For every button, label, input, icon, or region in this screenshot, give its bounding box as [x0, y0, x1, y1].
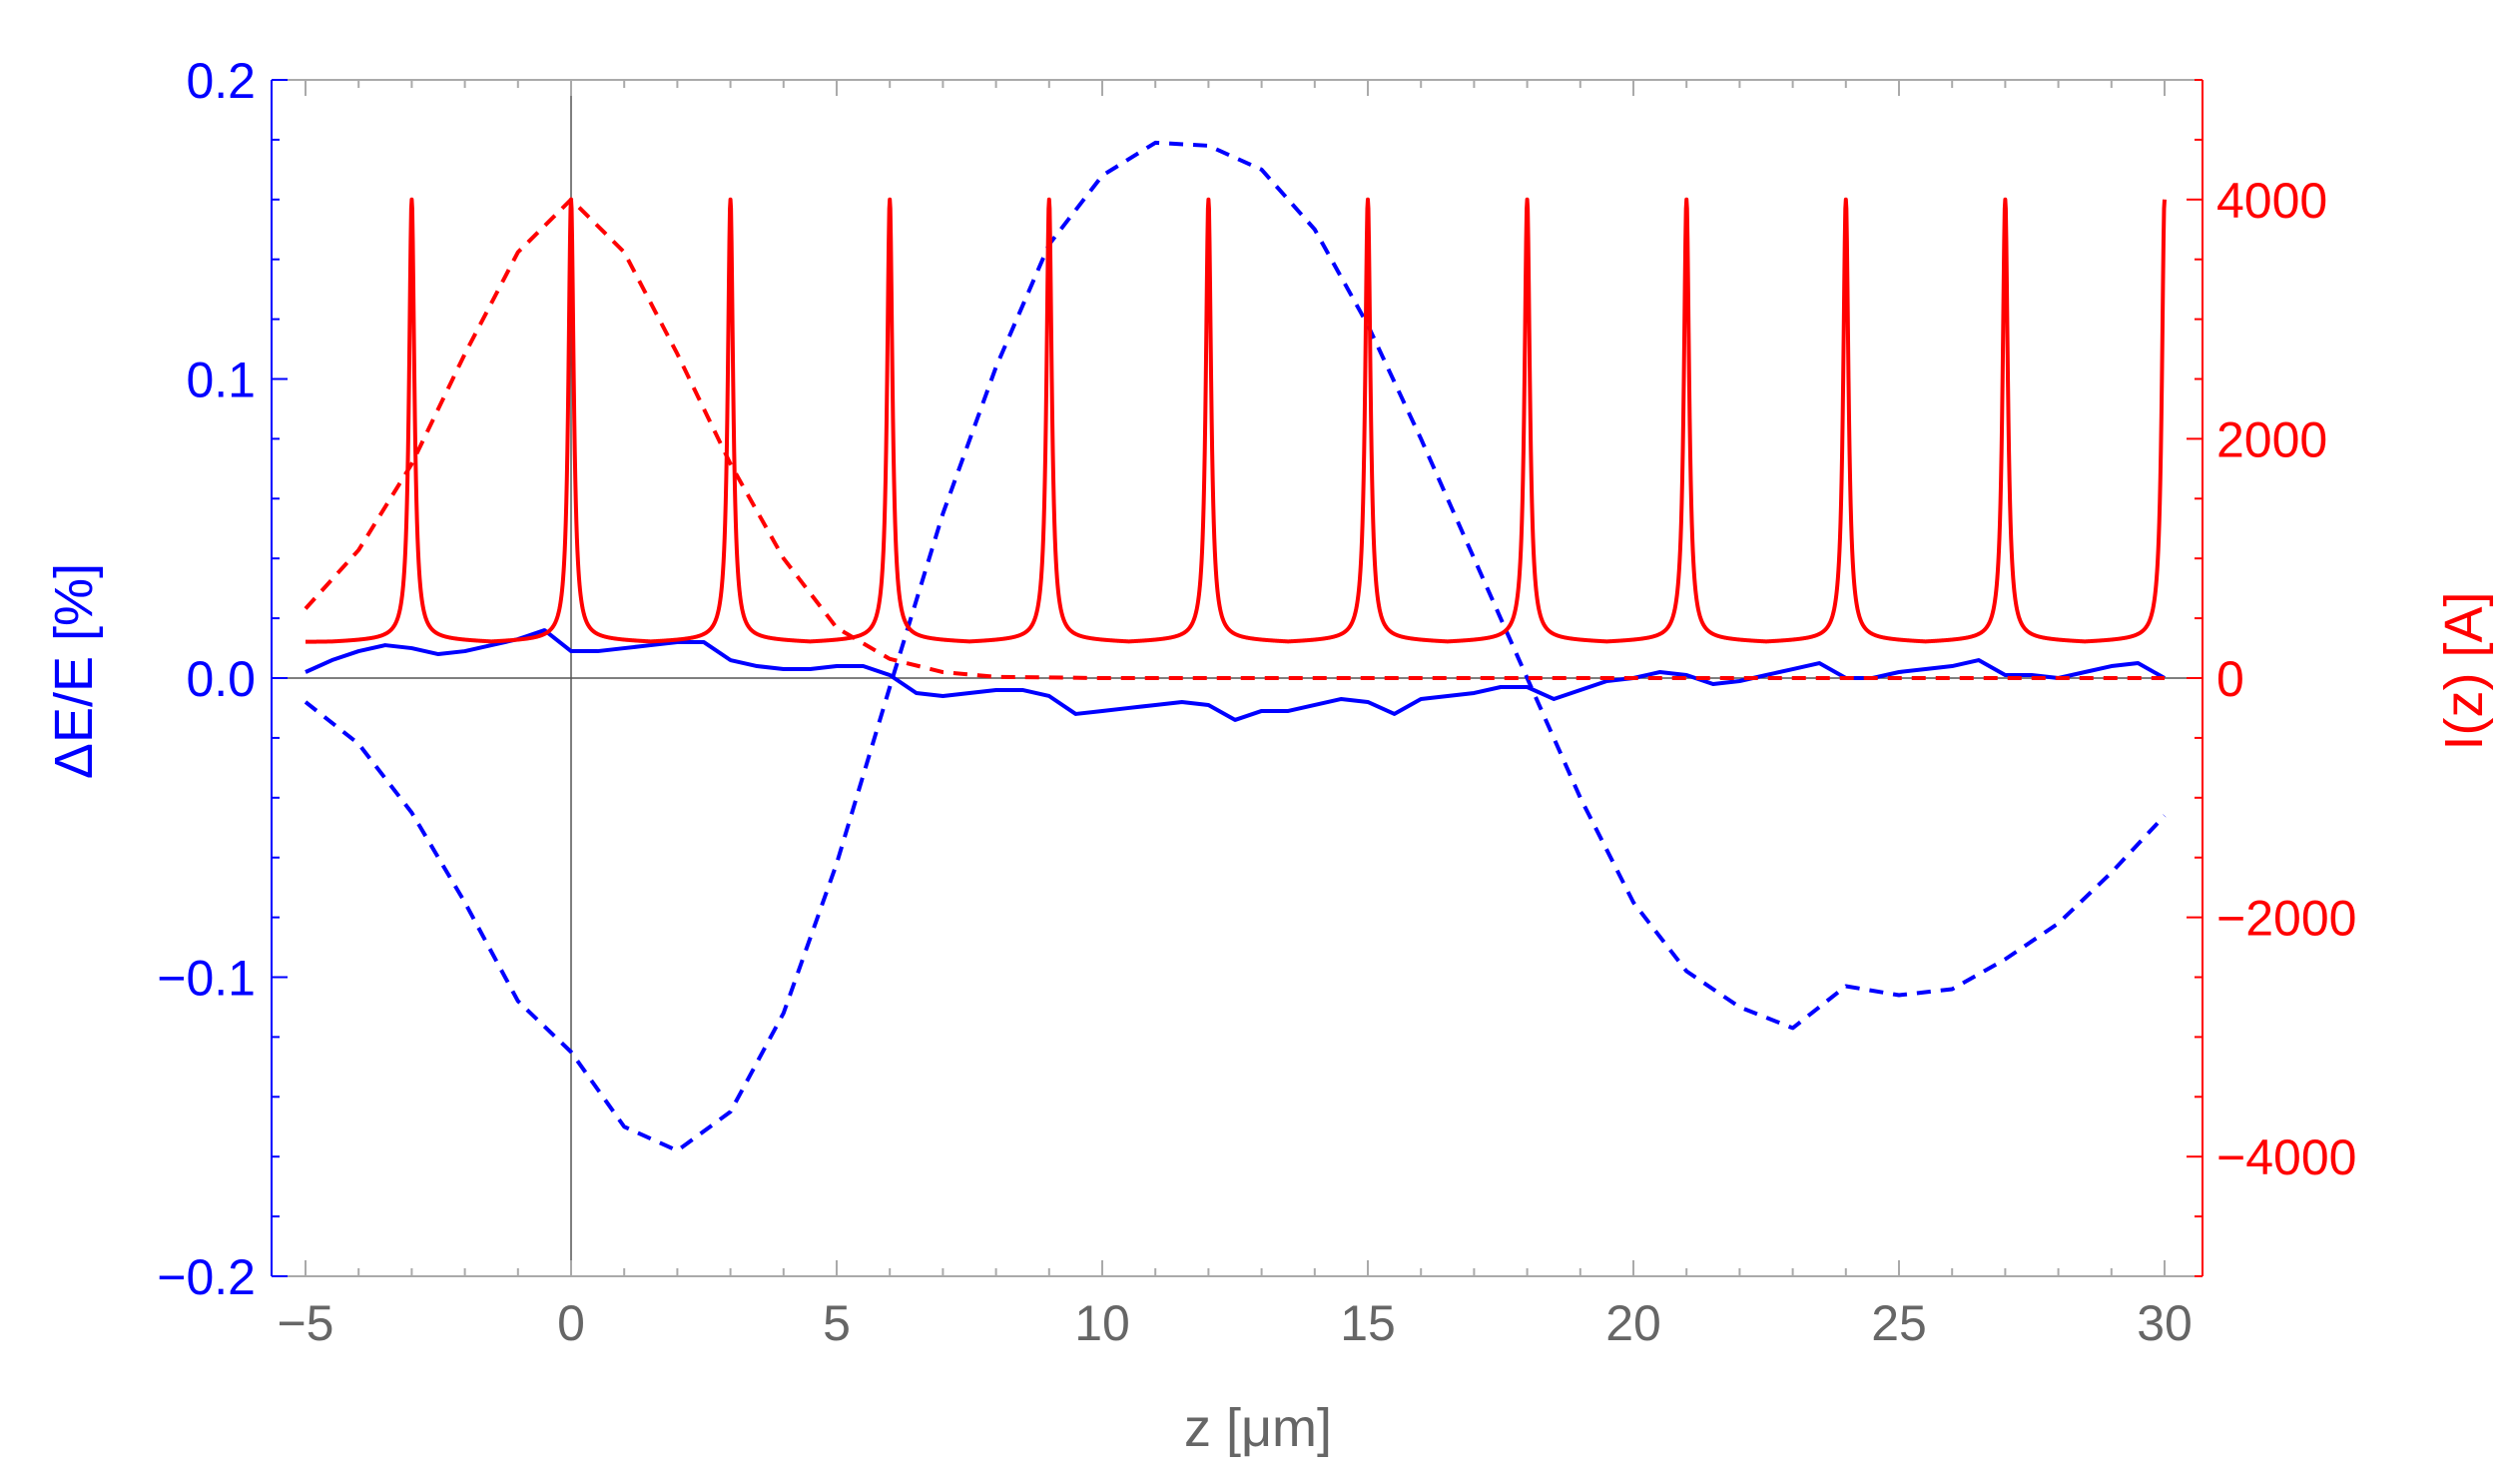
y-right-tick-label: 2000: [2216, 411, 2327, 467]
y-right-tick-label: −4000: [2216, 1129, 2356, 1185]
series-left-dashed-1: [304, 140, 2167, 1153]
x-axis-title: z [μm]: [1184, 1398, 1332, 1458]
y-left-tick-label: 0.2: [186, 53, 256, 109]
x-tick-label: 0: [557, 1295, 585, 1351]
y-right-tick-label: 4000: [2216, 173, 2327, 229]
x-tick-label: 20: [1605, 1295, 1661, 1351]
series-layer: [304, 140, 2167, 1153]
y-left-axis-title: ΔE/E [%]: [44, 563, 104, 779]
y-right-tick-label: −2000: [2216, 891, 2356, 947]
x-tick-label: 10: [1074, 1295, 1130, 1351]
series-left-solid-0: [305, 628, 2166, 722]
series-right-solid-2: [304, 197, 2167, 644]
y-right-axis-title: I(z) [A]: [2434, 592, 2494, 751]
y-right-tick-label: 0: [2216, 651, 2244, 707]
x-tick-label: 15: [1340, 1295, 1396, 1351]
x-tick-label: 5: [823, 1295, 851, 1351]
tick-labels: −5 0 5 10 15 20 25 30 −0.2 −0.1 0.0 0.1 0.2 −4000 −200…: [157, 53, 2356, 1351]
y-left-tick-label: −0.1: [157, 951, 256, 1007]
y-left-tick-label: 0.1: [186, 353, 256, 408]
tick-layer: [272, 79, 2203, 1277]
x-tick-label: 30: [2137, 1295, 2193, 1351]
y-left-tick-label: 0.0: [186, 651, 256, 707]
series-right-dashed-3: [304, 197, 2165, 680]
x-tick-label: −5: [277, 1295, 333, 1351]
x-tick-label: 25: [1871, 1295, 1927, 1351]
y-left-tick-label: −0.2: [157, 1249, 256, 1305]
